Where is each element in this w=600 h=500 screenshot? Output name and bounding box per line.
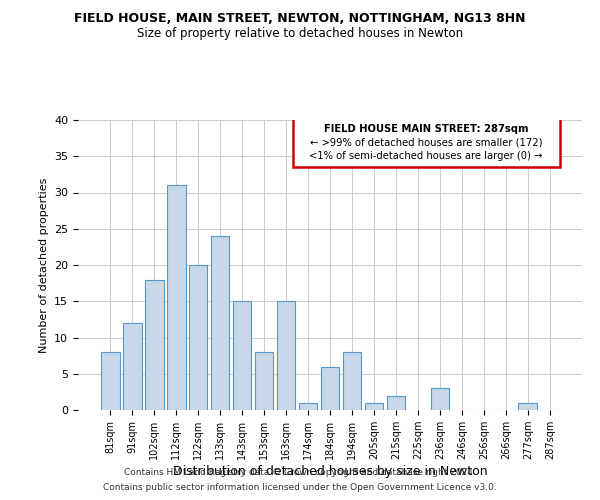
Bar <box>431 388 449 410</box>
Text: ← >99% of detached houses are smaller (172): ← >99% of detached houses are smaller (1… <box>310 138 542 147</box>
Bar <box>145 280 164 410</box>
Text: Size of property relative to detached houses in Newton: Size of property relative to detached ho… <box>137 28 463 40</box>
Bar <box>101 352 119 410</box>
X-axis label: Distribution of detached houses by size in Newton: Distribution of detached houses by size … <box>173 465 487 478</box>
Bar <box>189 265 208 410</box>
Bar <box>299 403 317 410</box>
Text: Contains HM Land Registry data © Crown copyright and database right 2024.: Contains HM Land Registry data © Crown c… <box>124 468 476 477</box>
Bar <box>277 301 295 410</box>
Bar <box>233 301 251 410</box>
Bar <box>343 352 361 410</box>
FancyBboxPatch shape <box>293 118 560 167</box>
Bar <box>123 323 142 410</box>
Bar <box>320 366 340 410</box>
Y-axis label: Number of detached properties: Number of detached properties <box>38 178 49 352</box>
Text: <1% of semi-detached houses are larger (0) →: <1% of semi-detached houses are larger (… <box>310 152 543 162</box>
Text: FIELD HOUSE MAIN STREET: 287sqm: FIELD HOUSE MAIN STREET: 287sqm <box>324 124 529 134</box>
Text: Contains public sector information licensed under the Open Government Licence v3: Contains public sector information licen… <box>103 483 497 492</box>
Bar <box>167 185 185 410</box>
Bar <box>211 236 229 410</box>
Bar <box>255 352 274 410</box>
Bar <box>386 396 405 410</box>
Bar <box>518 403 537 410</box>
Text: FIELD HOUSE, MAIN STREET, NEWTON, NOTTINGHAM, NG13 8HN: FIELD HOUSE, MAIN STREET, NEWTON, NOTTIN… <box>74 12 526 26</box>
Bar <box>365 403 383 410</box>
